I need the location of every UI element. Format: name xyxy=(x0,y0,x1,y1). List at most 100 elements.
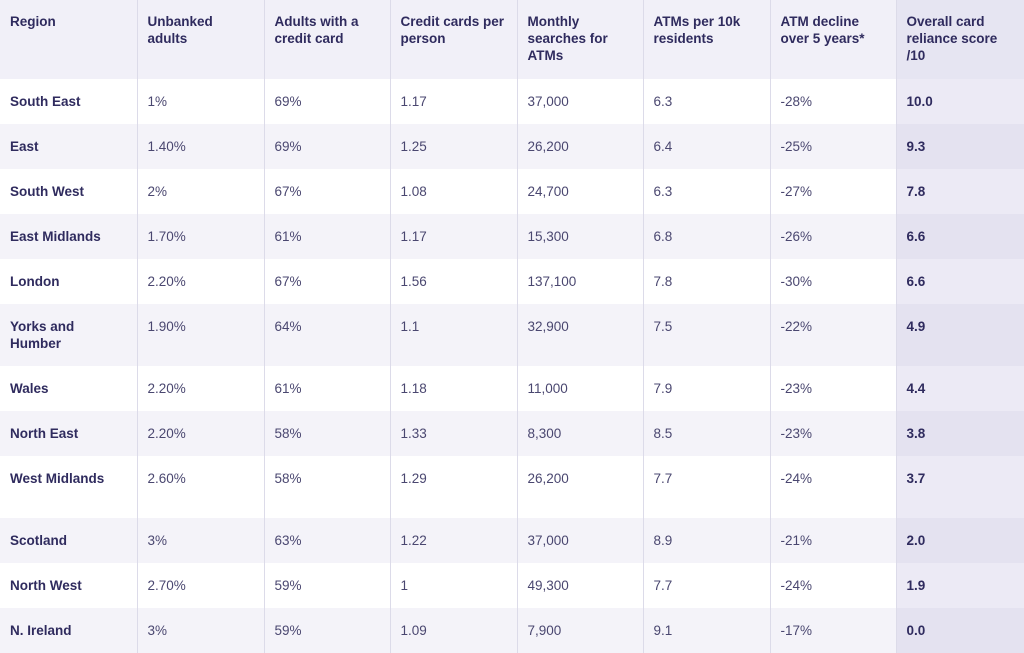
unbanked-cell: 2.20% xyxy=(137,366,265,411)
cards-per-person-cell: 1.08 xyxy=(390,169,518,214)
table-body: South East 1% 69% 1.17 37,000 6.3 -28% 10.0 East… xyxy=(0,79,1024,653)
region-cell: North West xyxy=(0,563,138,608)
credit-card-cell: 69% xyxy=(264,124,391,169)
header-adults-with-credit-card: Adults with a credit card xyxy=(264,0,391,79)
credit-card-cell: 63% xyxy=(264,518,391,563)
unbanked-cell: 3% xyxy=(137,518,265,563)
table-row: London 2.20% 67% 1.56 137,100 7.8 -30% 6.6 xyxy=(0,259,1024,304)
region-cell: West Midlands xyxy=(0,456,138,518)
cards-per-person-cell: 1.25 xyxy=(390,124,518,169)
cards-per-person-cell: 1.09 xyxy=(390,608,518,653)
table-row: North East 2.20% 58% 1.33 8,300 8.5 -23% 3.8 xyxy=(0,411,1024,456)
atm-searches-cell: 15,300 xyxy=(517,214,644,259)
table-row: South East 1% 69% 1.17 37,000 6.3 -28% 10.0 xyxy=(0,79,1024,124)
reliance-score-cell: 9.3 xyxy=(896,124,1024,169)
atm-decline-cell: -27% xyxy=(770,169,897,214)
atm-decline-cell: -24% xyxy=(770,456,897,518)
unbanked-cell: 1% xyxy=(137,79,265,124)
unbanked-cell: 1.90% xyxy=(137,304,265,366)
atms-per-10k-cell: 6.8 xyxy=(643,214,771,259)
header-row: Region Unbanked adults Adults with a cre… xyxy=(0,0,1024,79)
atm-decline-cell: -25% xyxy=(770,124,897,169)
atms-per-10k-cell: 7.9 xyxy=(643,366,771,411)
unbanked-cell: 2.70% xyxy=(137,563,265,608)
cards-per-person-cell: 1.56 xyxy=(390,259,518,304)
table-row: West Midlands 2.60% 58% 1.29 26,200 7.7 -24% 3.… xyxy=(0,456,1024,518)
credit-card-cell: 67% xyxy=(264,259,391,304)
region-cell: London xyxy=(0,259,138,304)
reliance-score-cell: 4.4 xyxy=(896,366,1024,411)
atm-searches-cell: 26,200 xyxy=(517,456,644,518)
region-cell: Yorks and Humber xyxy=(0,304,138,366)
region-cell: East xyxy=(0,124,138,169)
region-cell: N. Ireland xyxy=(0,608,138,653)
atms-per-10k-cell: 8.5 xyxy=(643,411,771,456)
credit-card-cell: 58% xyxy=(264,456,391,518)
reliance-score-cell: 0.0 xyxy=(896,608,1024,653)
credit-card-cell: 64% xyxy=(264,304,391,366)
atm-decline-cell: -17% xyxy=(770,608,897,653)
atm-searches-cell: 26,200 xyxy=(517,124,644,169)
credit-card-cell: 69% xyxy=(264,79,391,124)
credit-card-cell: 59% xyxy=(264,608,391,653)
cards-per-person-cell: 1 xyxy=(390,563,518,608)
credit-card-cell: 59% xyxy=(264,563,391,608)
atm-decline-cell: -30% xyxy=(770,259,897,304)
atm-decline-cell: -28% xyxy=(770,79,897,124)
cards-per-person-cell: 1.33 xyxy=(390,411,518,456)
table-row: N. Ireland 3% 59% 1.09 7,900 9.1 -17% 0.0 xyxy=(0,608,1024,653)
header-atm-decline: ATM decline over 5 years* xyxy=(770,0,897,79)
region-cell: South West xyxy=(0,169,138,214)
credit-card-cell: 61% xyxy=(264,214,391,259)
cards-per-person-cell: 1.29 xyxy=(390,456,518,518)
atm-searches-cell: 8,300 xyxy=(517,411,644,456)
atms-per-10k-cell: 7.7 xyxy=(643,456,771,518)
cards-per-person-cell: 1.18 xyxy=(390,366,518,411)
atms-per-10k-cell: 8.9 xyxy=(643,518,771,563)
atms-per-10k-cell: 7.8 xyxy=(643,259,771,304)
region-cell: Scotland xyxy=(0,518,138,563)
cards-per-person-cell: 1.22 xyxy=(390,518,518,563)
table-row: Scotland 3% 63% 1.22 37,000 8.9 -21% 2.0 xyxy=(0,518,1024,563)
header-atms-per-10k: ATMs per 10k residents xyxy=(643,0,771,79)
header-reliance-score: Overall card reliance score /10 xyxy=(896,0,1024,79)
unbanked-cell: 2.20% xyxy=(137,411,265,456)
unbanked-cell: 1.40% xyxy=(137,124,265,169)
atm-searches-cell: 49,300 xyxy=(517,563,644,608)
atm-searches-cell: 24,700 xyxy=(517,169,644,214)
table-row: East Midlands 1.70% 61% 1.17 15,300 6.8 -26% 6.… xyxy=(0,214,1024,259)
unbanked-cell: 2.20% xyxy=(137,259,265,304)
region-cell: East Midlands xyxy=(0,214,138,259)
region-cell: South East xyxy=(0,79,138,124)
unbanked-cell: 2.60% xyxy=(137,456,265,518)
table-row: East 1.40% 69% 1.25 26,200 6.4 -25% 9.3 xyxy=(0,124,1024,169)
reliance-score-cell: 3.7 xyxy=(896,456,1024,518)
atm-decline-cell: -24% xyxy=(770,563,897,608)
atms-per-10k-cell: 6.3 xyxy=(643,79,771,124)
reliance-score-cell: 1.9 xyxy=(896,563,1024,608)
region-cell: Wales xyxy=(0,366,138,411)
table-row: Yorks and Humber 1.90% 64% 1.1 32,900 7.5 -22%… xyxy=(0,304,1024,366)
unbanked-cell: 3% xyxy=(137,608,265,653)
header-credit-cards-per-person: Credit cards per person xyxy=(390,0,518,79)
table-header: Region Unbanked adults Adults with a cre… xyxy=(0,0,1024,79)
credit-card-cell: 61% xyxy=(264,366,391,411)
credit-card-cell: 67% xyxy=(264,169,391,214)
table-row: South West 2% 67% 1.08 24,700 6.3 -27% 7.8 xyxy=(0,169,1024,214)
unbanked-cell: 2% xyxy=(137,169,265,214)
atm-searches-cell: 37,000 xyxy=(517,518,644,563)
table-row: North West 2.70% 59% 1 49,300 7.7 -24% 1.9 xyxy=(0,563,1024,608)
reliance-score-cell: 10.0 xyxy=(896,79,1024,124)
atm-decline-cell: -26% xyxy=(770,214,897,259)
atms-per-10k-cell: 6.4 xyxy=(643,124,771,169)
atm-decline-cell: -23% xyxy=(770,366,897,411)
atm-searches-cell: 11,000 xyxy=(517,366,644,411)
reliance-score-cell: 3.8 xyxy=(896,411,1024,456)
reliance-score-cell: 4.9 xyxy=(896,304,1024,366)
atms-per-10k-cell: 9.1 xyxy=(643,608,771,653)
reliance-score-cell: 7.8 xyxy=(896,169,1024,214)
header-region: Region xyxy=(0,0,138,79)
atm-decline-cell: -21% xyxy=(770,518,897,563)
atm-searches-cell: 37,000 xyxy=(517,79,644,124)
